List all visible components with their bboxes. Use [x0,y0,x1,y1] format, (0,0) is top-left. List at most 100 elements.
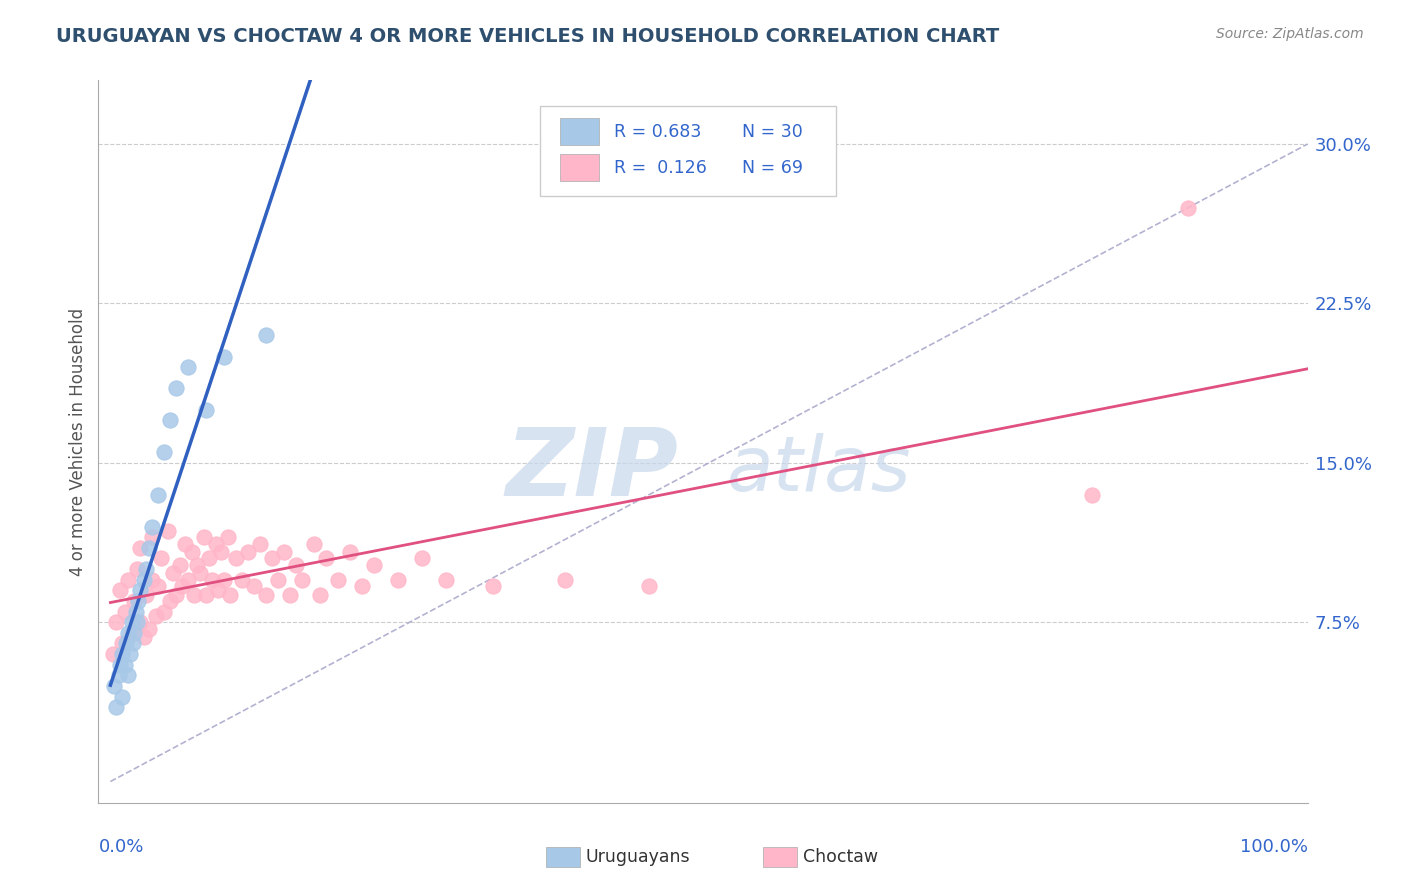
Point [638,579,661,593]
Point [172,579,194,593]
Point [117,625,139,640]
Point [101,647,124,661]
Text: URUGUAYAN VS CHOCTAW 4 OR MORE VEHICLES IN HOUSEHOLD CORRELATION CHART: URUGUAYAN VS CHOCTAW 4 OR MORE VEHICLES … [56,27,1000,45]
Point [212,350,235,364]
Point [204,536,226,550]
Point [315,551,337,566]
Point [115,636,138,650]
Point [135,562,157,576]
Point [173,536,195,550]
Point [129,583,152,598]
Text: Source: ZipAtlas.com: Source: ZipAtlas.com [1216,27,1364,41]
Point [121,625,143,640]
Point [231,573,253,587]
Point [145,608,167,623]
Point [162,566,184,581]
Point [111,690,134,704]
Point [249,536,271,550]
Point [132,630,155,644]
Point [482,579,505,593]
Bar [763,847,797,867]
Point [107,668,129,682]
Point [125,615,148,630]
Point [124,625,146,640]
Point [193,530,215,544]
Point [129,541,152,555]
Point [217,530,239,544]
Text: Uruguayans: Uruguayans [586,848,690,866]
Point [103,679,125,693]
Point [188,566,211,581]
Point [118,647,141,661]
Point [177,573,200,587]
Point [111,647,134,661]
Bar [561,118,599,145]
Point [195,402,218,417]
Point [554,573,576,587]
Point [148,488,170,502]
Point [209,545,232,559]
Text: 100.0%: 100.0% [1240,838,1308,855]
Point [169,558,191,572]
Text: N = 30: N = 30 [742,122,803,141]
Text: Choctaw: Choctaw [803,848,879,866]
Point [141,519,163,533]
Point [387,573,409,587]
Point [108,583,131,598]
Point [254,328,277,343]
Point [411,551,433,566]
Point [159,413,181,427]
Point [165,381,187,395]
Point [243,579,266,593]
Point [149,551,172,566]
Point [291,573,314,587]
Point [197,551,219,566]
Point [148,579,170,593]
Point [124,594,146,608]
Point [278,588,301,602]
Text: 0.0%: 0.0% [98,838,143,855]
Point [121,615,143,630]
Point [156,524,179,538]
Point [350,579,373,593]
Point [302,536,325,550]
Point [132,573,155,587]
Point [363,558,385,572]
Point [225,551,247,566]
Point [273,545,295,559]
Text: R = 0.683: R = 0.683 [613,122,702,141]
Point [207,583,229,598]
Point [186,558,208,572]
Point [254,588,277,602]
Point [122,636,145,650]
Text: ZIP: ZIP [506,425,679,516]
Point [260,551,283,566]
FancyBboxPatch shape [540,105,837,196]
Point [105,615,128,630]
Point [111,636,134,650]
Point [309,588,332,602]
Point [177,360,200,375]
Point [180,545,202,559]
Text: atlas: atlas [727,434,911,508]
Y-axis label: 4 or more Vehicles in Household: 4 or more Vehicles in Household [69,308,87,575]
Point [339,545,361,559]
Point [434,573,457,587]
Point [1081,488,1104,502]
Point [114,657,136,672]
Point [138,541,160,555]
Point [117,573,139,587]
Text: R =  0.126: R = 0.126 [613,159,706,177]
Point [127,594,149,608]
Point [326,573,349,587]
Point [141,573,163,587]
Point [267,573,290,587]
Point [135,588,157,602]
Point [153,445,176,459]
Bar [561,154,599,181]
Point [165,588,187,602]
Point [124,605,146,619]
Point [183,588,205,602]
Point [153,605,176,619]
Point [236,545,259,559]
